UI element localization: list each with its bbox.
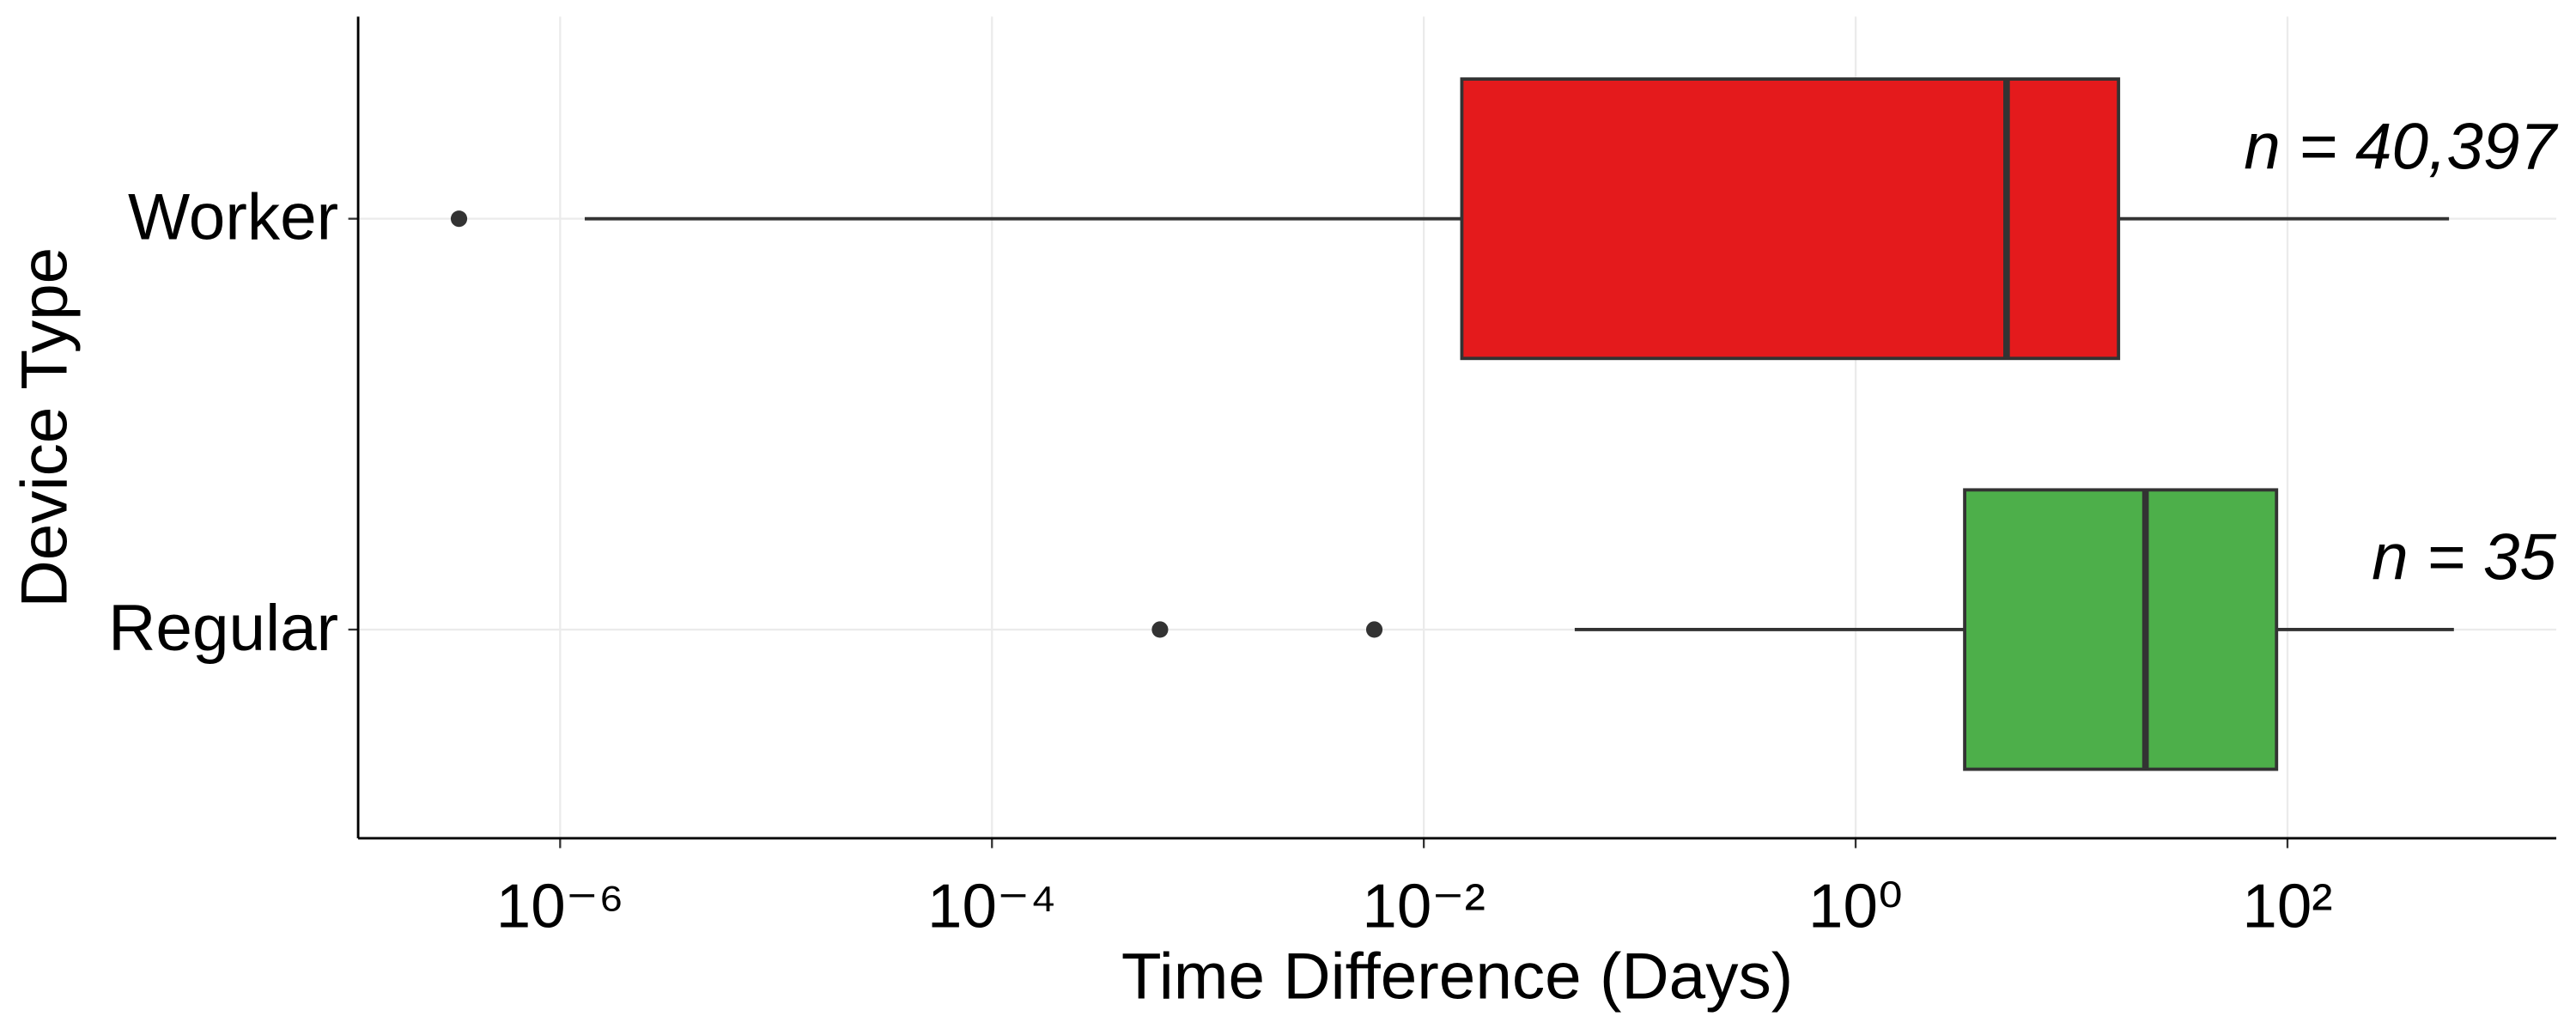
outlier xyxy=(450,210,468,228)
x-tick-label: 10⁰ xyxy=(1808,871,1903,941)
x-tick-label: 10² xyxy=(2242,871,2332,941)
outlier xyxy=(1151,621,1169,638)
x-tick-label: 10⁻⁶ xyxy=(496,871,624,941)
y-tick-label: Worker xyxy=(128,181,338,254)
box xyxy=(1963,488,2279,771)
y-axis-title: Device Type xyxy=(9,247,82,608)
y-tick-label: Regular xyxy=(108,592,338,665)
annotation: n = 35 xyxy=(2372,521,2556,594)
x-tick-label: 10⁻⁴ xyxy=(927,871,1056,941)
box xyxy=(1460,77,2121,361)
x-axis-title: Time Difference (Days) xyxy=(1121,941,1793,1014)
outlier xyxy=(1365,621,1383,638)
x-tick-label: 10⁻² xyxy=(1362,871,1485,941)
annotation: n = 40,397 xyxy=(2244,110,2558,183)
